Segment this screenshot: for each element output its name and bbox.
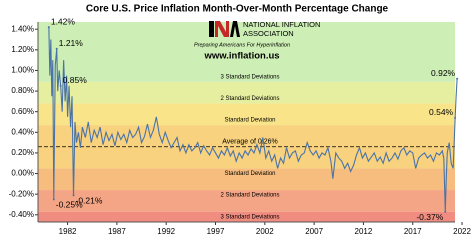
annotation-label: 0.54%	[429, 107, 454, 117]
annotation-point	[47, 26, 50, 29]
y-tick-label: 1.00%	[11, 66, 34, 75]
logo: NATIONAL INFLATION ASSOCIATION Preparing…	[194, 20, 320, 62]
annotation-point	[59, 84, 62, 87]
band-label: Standard Deviation	[224, 171, 275, 177]
annotation-point	[52, 198, 55, 201]
logo-mark	[209, 21, 214, 37]
y-tick-label: -0.40%	[9, 210, 34, 219]
annotation-label: 0.85%	[63, 75, 88, 85]
band	[38, 103, 455, 126]
x-tick-label: 2017	[404, 227, 422, 236]
annotation-point	[444, 210, 447, 213]
x-tick-label: 2007	[305, 227, 323, 236]
annotation-label: -0.25%	[56, 200, 83, 210]
annotation-label: -0.21%	[76, 195, 103, 205]
logo-tagline: Preparing Americans For Hyperinflation	[194, 42, 290, 48]
x-tick-label: 1982	[59, 227, 77, 236]
logo-name: ASSOCIATION	[243, 29, 294, 38]
band-label: 2 Standard Deviations	[220, 193, 279, 199]
y-tick-label: -0.20%	[9, 189, 34, 198]
band-label: 3 Standard Deviations	[220, 74, 279, 80]
y-tick-label: 1.20%	[11, 45, 34, 54]
y-tick-label: 0.20%	[11, 148, 34, 157]
x-tick-label: 1987	[108, 227, 126, 236]
y-tick-label: 0.00%	[11, 169, 34, 178]
plot-area: 3 Standard Deviations 2 Standard Deviatio…	[9, 16, 472, 236]
x-tick-label: 2022	[453, 227, 471, 236]
y-tick-label: 0.40%	[11, 127, 34, 136]
band	[38, 168, 455, 191]
x-tick-label: 1992	[157, 227, 175, 236]
band	[38, 81, 455, 104]
annotation-point	[72, 194, 75, 197]
logo-mark	[215, 21, 229, 37]
annotation-label: 1.21%	[59, 38, 84, 48]
band	[38, 22, 455, 82]
band	[38, 190, 455, 212]
annotation-label: -0.37%	[416, 212, 443, 222]
band-label: 2 Standard Deviations	[220, 96, 279, 102]
data-line	[48, 27, 458, 212]
chart-title: Core U.S. Price Inflation Month-Over-Mon…	[86, 4, 389, 15]
x-tick-label: 2002	[256, 227, 274, 236]
annotation-point	[55, 47, 58, 50]
x-tick-label: 2012	[355, 227, 373, 236]
band	[38, 211, 455, 222]
annotation-label: 0.92%	[431, 68, 456, 78]
logo-url: www.inflation.us	[203, 51, 279, 62]
logo-name: NATIONAL INFLATION	[243, 20, 320, 29]
logo-mark	[230, 21, 240, 37]
average-label: Average of 0.26%	[222, 139, 278, 146]
band-label: 3 Standard Deviations	[220, 214, 279, 220]
y-tick-label: 0.80%	[11, 86, 34, 95]
annotation-label: 1.42%	[51, 16, 76, 26]
y-tick-label: 0.60%	[11, 107, 34, 116]
annotation-point	[456, 77, 459, 80]
x-tick-label: 1997	[207, 227, 225, 236]
annotation-point	[454, 116, 457, 119]
y-tick-label: 1.40%	[11, 24, 34, 33]
band-label: Standard Deviation	[224, 118, 275, 124]
